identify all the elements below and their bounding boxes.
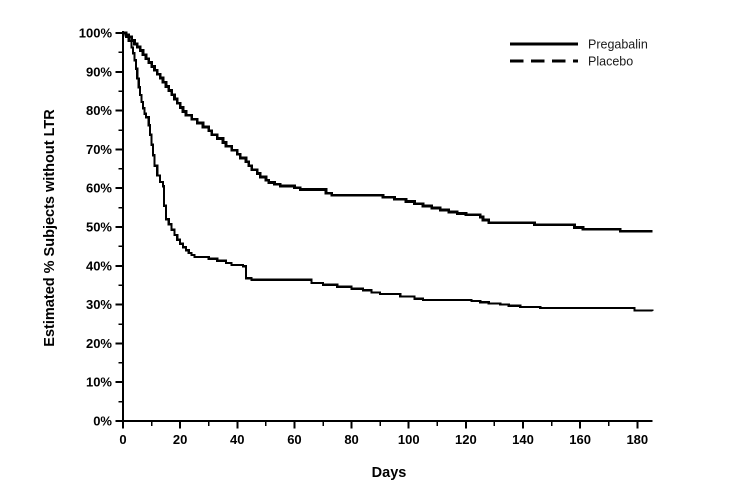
y-tick-label: 90%: [86, 64, 112, 79]
x-tick-label: 120: [455, 432, 477, 447]
km-curves: [123, 31, 654, 312]
y-tick-label: 100%: [79, 26, 113, 41]
legend-pregabalin-label: Pregabalin: [588, 38, 648, 52]
x-tick-label: 60: [287, 432, 301, 447]
y-tick-label: 0%: [93, 414, 112, 429]
x-tick-label: 140: [512, 432, 534, 447]
x-tick-label: 20: [173, 432, 187, 447]
y-tick-label: 30%: [86, 297, 112, 312]
y-axis-ticks: 0% 10% 20% 30% 40% 50% 60% 70% 80% 90% 100%: [79, 26, 122, 429]
x-tick-label: 100: [398, 432, 420, 447]
legend: Pregabalin Placebo: [510, 38, 648, 69]
y-tick-label: 40%: [86, 258, 112, 273]
y-tick-label: 80%: [86, 103, 112, 118]
x-axis-title: Days: [372, 465, 407, 481]
y-tick-label: 70%: [86, 142, 112, 157]
curve-placebo: [123, 31, 654, 312]
x-tick-label: 180: [626, 432, 648, 447]
x-axis-ticks: 0 20 40 60 80 100 120 140 160 180: [119, 422, 648, 447]
y-tick-label: 50%: [86, 220, 112, 235]
x-tick-label: 160: [569, 432, 591, 447]
y-tick-label: 20%: [86, 336, 112, 351]
y-tick-label: 10%: [86, 375, 112, 390]
x-tick-label: 0: [119, 432, 126, 447]
legend-placebo-label: Placebo: [588, 55, 633, 69]
x-tick-label: 40: [230, 432, 244, 447]
y-axis-title: Estimated % Subjects without LTR: [42, 109, 58, 347]
axes: [122, 31, 653, 422]
y-tick-label: 60%: [86, 181, 112, 196]
curve-pregabalin: [123, 31, 653, 233]
x-tick-label: 80: [344, 432, 358, 447]
